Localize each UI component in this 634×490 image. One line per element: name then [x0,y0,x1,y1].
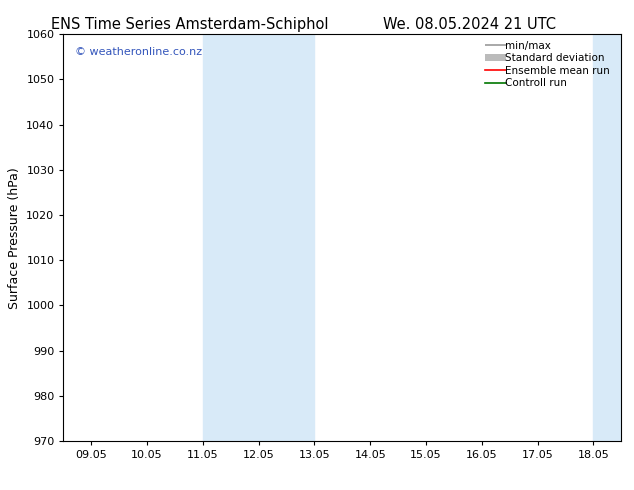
Legend: min/max, Standard deviation, Ensemble mean run, Controll run: min/max, Standard deviation, Ensemble me… [482,37,618,92]
Text: © weatheronline.co.nz: © weatheronline.co.nz [75,47,202,56]
Text: We. 08.05.2024 21 UTC: We. 08.05.2024 21 UTC [383,17,555,32]
Bar [593,34,621,441]
Y-axis label: Surface Pressure (hPa): Surface Pressure (hPa) [8,167,21,309]
Text: ENS Time Series Amsterdam-Schiphol: ENS Time Series Amsterdam-Schiphol [51,17,329,32]
Bar [203,34,314,441]
